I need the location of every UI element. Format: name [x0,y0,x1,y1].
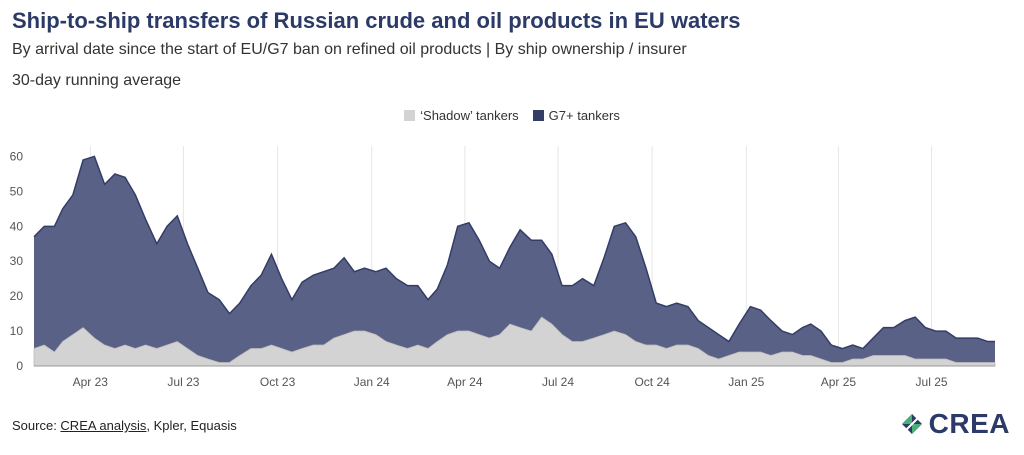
y-tick-label: 20 [10,289,24,303]
series-line-g7 [33,155,995,350]
y-tick-label: 40 [10,219,24,233]
y-tick-label: 10 [10,324,24,338]
legend-item-shadow[interactable]: ‘Shadow’ tankers [404,108,519,123]
series-area-g7 [34,156,995,363]
chart-note: 30-day running average [12,72,182,89]
source-note: Source: CREA analysis, Kpler, Equasis [12,418,237,433]
y-tick-label: 30 [10,254,24,268]
legend: ‘Shadow’ tankers G7+ tankers [0,108,1024,123]
crea-logo-text: CREA [928,408,1010,439]
source-prefix: Source: [12,418,61,433]
x-tick-label: Jan 24 [354,375,390,389]
x-tick-label: Oct 24 [634,375,670,389]
y-tick-label: 50 [10,184,24,198]
y-tick-label: 60 [10,149,24,163]
x-tick-label: Jul 25 [916,375,948,389]
x-tick-label: Apr 24 [447,375,483,389]
series-area-shadow [33,316,996,367]
chart-title: Ship-to-ship transfers of Russian crude … [12,8,741,33]
y-tick-label: 0 [16,359,23,373]
area-chart: Apr 23 Jul 23 Oct 23 Jan 24 Apr 24 Jul 24 Oct … [10,146,996,389]
crea-logo: CREA [899,408,1010,440]
x-tick-label: Jul 23 [167,375,199,389]
x-tick-label: Apr 25 [821,375,857,389]
legend-item-g7[interactable]: G7+ tankers [532,108,620,123]
x-tick-label: Jan 25 [728,375,764,389]
legend-swatch-shadow [404,110,416,121]
legend-label-g7: G7+ tankers [548,108,620,123]
crea-leaf-icon [901,414,922,434]
legend-swatch-g7 [532,110,544,121]
x-tick-label: Oct 23 [260,375,296,389]
legend-label-shadow: ‘Shadow’ tankers [420,108,519,123]
source-link[interactable]: CREA analysis [60,418,147,433]
chart-subtitle: By arrival date since the start of EU/G7… [12,41,687,58]
source-rest: , Kpler, Equasis [146,418,237,433]
x-tick-label: Jul 24 [542,375,574,389]
x-tick-label: Apr 23 [73,375,109,389]
